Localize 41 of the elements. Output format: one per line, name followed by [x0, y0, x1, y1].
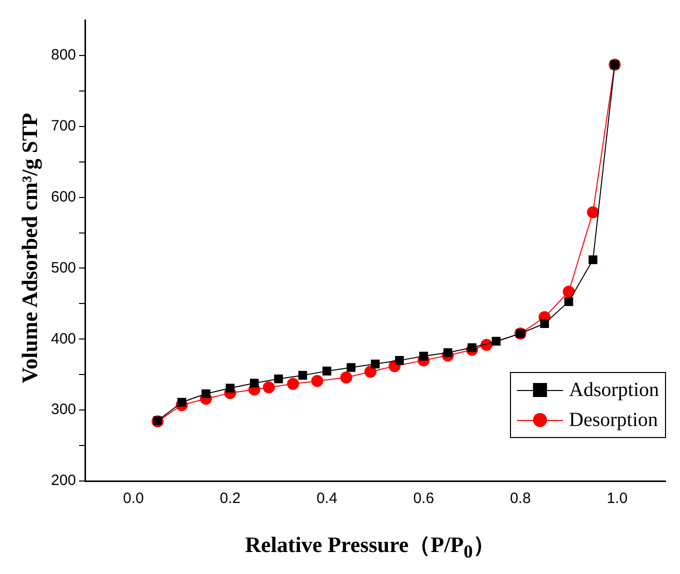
- point: [364, 366, 376, 378]
- y-tick-label: 200: [50, 472, 76, 490]
- point: [202, 389, 210, 398]
- x-tick-label: 1.0: [606, 490, 628, 508]
- point: [492, 336, 501, 346]
- point: [370, 360, 380, 368]
- point: [298, 370, 308, 380]
- x-tick-label: 0.0: [122, 490, 144, 508]
- point: [311, 375, 324, 387]
- point: [468, 343, 476, 352]
- point: [262, 381, 275, 394]
- point: [419, 352, 428, 361]
- point: [588, 255, 598, 264]
- x-tick-label: 0.6: [413, 490, 434, 508]
- point: [226, 384, 235, 392]
- point: [250, 378, 259, 388]
- y-tick-label: 400: [50, 330, 76, 348]
- point: [562, 286, 575, 298]
- legend-label: Adsorption: [569, 378, 659, 403]
- x-tick-label: 0.8: [510, 490, 531, 508]
- y-tick-label: 800: [50, 46, 76, 64]
- x-tick-label: 0.2: [220, 490, 241, 508]
- y-tick-label: 500: [50, 259, 76, 276]
- point: [564, 297, 574, 306]
- point: [274, 374, 283, 384]
- point: [395, 356, 404, 365]
- x-axis-title: Relative Pressure（P/P$_{0}$）: [244, 530, 496, 562]
- legend-label: Desorption: [569, 408, 658, 433]
- point: [322, 366, 332, 376]
- y-axis-title: Volume Adsorbed cm³/g STP: [17, 112, 43, 384]
- y-tick-label: 600: [50, 188, 76, 206]
- point: [177, 398, 186, 407]
- x-tick-label: 0.4: [316, 490, 338, 508]
- y-tick-label: 700: [50, 118, 76, 135]
- point: [586, 206, 599, 218]
- point: [346, 363, 356, 372]
- point: [287, 378, 300, 390]
- point: [443, 348, 452, 358]
- point: [340, 371, 352, 384]
- point: [540, 319, 549, 328]
- y-tick-label: 300: [50, 401, 76, 418]
